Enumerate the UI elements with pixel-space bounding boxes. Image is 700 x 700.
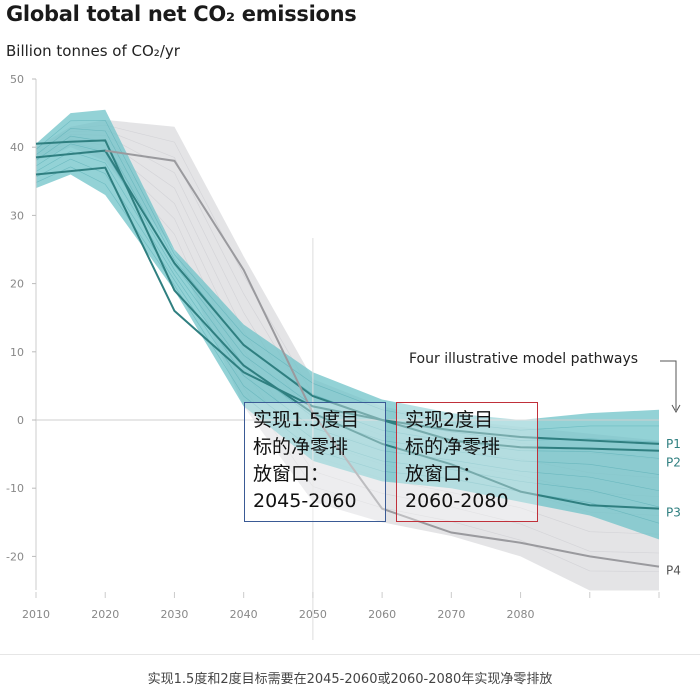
annotation-2-degree-window: 实现2度目 标的净零排 放窗口： 2060-2080 [396,402,538,522]
pathway-line-p1 [35,166,660,445]
x-tick-label: 2070 [437,608,465,621]
y-tick-label: 30 [10,209,24,222]
y-tick-label: 50 [10,73,24,86]
pathways-callout: Four illustrative model pathways [409,351,639,367]
pathway-label-p1: P1 [666,437,681,451]
pathway-label-p2: P2 [666,456,681,470]
arrow-down-icon [671,404,681,414]
y-axis-label: Billion tonnes of CO₂/yr [6,42,180,60]
footer-divider [0,654,700,655]
scenario-texture-line [35,120,659,431]
annotation-line: 放窗口： [405,463,482,485]
x-tick-label: 2020 [91,608,119,621]
y-tick-label: 0 [17,414,24,427]
range-band [36,109,659,540]
annotation-line: 标的净零排 [253,436,349,458]
annotation-1-5-degree-window: 实现1.5度目 标的净零排 放窗口： 2045-2060 [244,402,386,522]
x-tick-label: 2010 [22,608,50,621]
pathway-line-p2 [35,149,660,452]
y-tick-label: 40 [10,141,24,154]
annotation-line: 标的净零排 [405,436,501,458]
y-tick-label: -10 [6,482,24,495]
annotation-line: 放窗口： [253,463,330,485]
x-tick-label: 2040 [230,608,258,621]
x-tick-label: 2030 [160,608,188,621]
y-tick-label: -20 [6,550,24,563]
y-tick-label: 20 [10,278,24,291]
annotation-line: 实现1.5度目 [253,409,360,431]
annotation-line: 实现2度目 [405,409,494,431]
annotation-line: 2060-2080 [405,490,509,512]
x-tick-label: 2060 [368,608,396,621]
x-tick-label: 2050 [299,608,327,621]
pathway-label-p4: P4 [666,564,681,578]
pathway-line-p4 [105,149,660,568]
callout-arrow-line [660,360,677,410]
chart-title: Global total net CO₂ emissions [6,2,357,26]
y-tick-label: 10 [10,346,24,359]
annotation-line: 2045-2060 [253,490,357,512]
footer-caption: 实现1.5度和2度目标需要在2045-2060或2060-2080年实现净零排放 [147,672,553,687]
pathway-label-p3: P3 [666,506,681,520]
x-tick-label: 2080 [507,608,535,621]
